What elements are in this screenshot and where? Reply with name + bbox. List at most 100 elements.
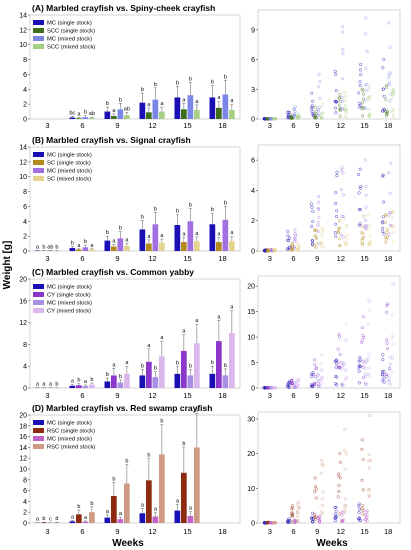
significance-letter: a bbox=[84, 379, 88, 385]
scatter-point bbox=[319, 377, 323, 381]
series-3: c a a a a bbox=[47, 506, 194, 523]
x-tick-label: 15 bbox=[183, 121, 191, 130]
scatter-point bbox=[385, 338, 389, 342]
bar bbox=[194, 447, 200, 523]
scatter-point bbox=[295, 502, 299, 506]
scatter-point bbox=[296, 519, 300, 523]
scatter-point bbox=[357, 207, 361, 211]
scatter-point bbox=[344, 108, 348, 112]
significance-letter: a bbox=[230, 305, 234, 311]
y-tick-label: 4 bbox=[251, 188, 255, 195]
x-tick-label: 6 bbox=[291, 254, 295, 263]
scatter-point bbox=[360, 447, 364, 451]
bar bbox=[229, 332, 235, 388]
significance-letter: a bbox=[147, 102, 151, 108]
x-tick-label: 6 bbox=[80, 527, 84, 536]
scatter-point bbox=[360, 236, 364, 240]
scatter-point bbox=[363, 83, 367, 87]
series-3: b b b b b bbox=[82, 74, 229, 119]
series-1: bc b b b b bbox=[69, 80, 216, 119]
bar bbox=[174, 97, 181, 119]
significance-letter: a bbox=[36, 517, 40, 523]
scatter-point bbox=[362, 106, 366, 110]
bar bbox=[124, 245, 130, 251]
significance-letter: b bbox=[90, 501, 93, 507]
y-axis-label: Weight [g] bbox=[2, 241, 13, 290]
scatter-point bbox=[333, 519, 337, 523]
bar bbox=[152, 224, 159, 251]
y-tick-label: 16 bbox=[19, 434, 27, 441]
scatter-point bbox=[361, 488, 365, 492]
scatter-point bbox=[309, 202, 313, 206]
scatter-point bbox=[313, 363, 317, 367]
x-tick-label: 3 bbox=[45, 254, 49, 263]
scatter-point bbox=[388, 367, 392, 371]
scatter-point bbox=[343, 467, 347, 471]
scatter-point bbox=[287, 517, 291, 521]
scatter-point bbox=[385, 109, 390, 113]
significance-letter: b bbox=[55, 244, 58, 250]
significance-letter: a bbox=[195, 99, 199, 105]
bar bbox=[111, 116, 117, 119]
scatter-point bbox=[296, 383, 300, 387]
significance-letter: d bbox=[55, 516, 58, 522]
scatter-point bbox=[296, 112, 300, 116]
legend-label: SC (mixed stock) bbox=[47, 177, 91, 183]
scatter-point bbox=[338, 92, 342, 96]
scatter-series-4 bbox=[272, 210, 396, 253]
scatter-point bbox=[391, 107, 395, 111]
scatter-point bbox=[296, 116, 300, 121]
significance-letter: a bbox=[36, 382, 40, 388]
scatter-point bbox=[316, 230, 320, 234]
scatter-point bbox=[357, 91, 361, 95]
scatter-point bbox=[385, 85, 389, 89]
scatter-point bbox=[381, 66, 385, 70]
x-tick-label: 9 bbox=[115, 254, 119, 263]
significance-letter: b bbox=[154, 366, 157, 372]
scatter-point bbox=[360, 506, 364, 511]
scatter-point bbox=[367, 373, 371, 377]
y-tick-label: 14 bbox=[19, 145, 27, 152]
scatter-point bbox=[387, 232, 391, 236]
significance-letter: b bbox=[77, 378, 80, 384]
scatter-point bbox=[391, 333, 395, 337]
scatter-point bbox=[361, 512, 365, 516]
x-tick-label: 12 bbox=[337, 391, 345, 400]
y-tick-label: 10 bbox=[19, 467, 27, 474]
scatter-point bbox=[296, 248, 300, 252]
scatter-point bbox=[286, 519, 290, 523]
scatter-point bbox=[358, 80, 362, 84]
scatter-point bbox=[339, 510, 343, 514]
y-tick-label: 14 bbox=[19, 13, 27, 20]
scatter-point bbox=[381, 378, 385, 382]
significance-letter: a bbox=[217, 314, 221, 320]
scatter-point bbox=[296, 383, 300, 387]
x-tick-label: 15 bbox=[360, 527, 368, 536]
scatter-point bbox=[334, 358, 339, 362]
y-tick-label: 4 bbox=[23, 499, 27, 506]
scatter-point bbox=[360, 325, 364, 330]
scatter-point bbox=[362, 214, 366, 218]
y-tick-label: 2 bbox=[23, 102, 27, 109]
scatter-point bbox=[364, 16, 368, 20]
scatter-point bbox=[390, 354, 394, 358]
significance-letter: b bbox=[147, 453, 150, 459]
bar bbox=[194, 343, 200, 388]
scatter-point bbox=[340, 360, 344, 365]
x-tick-label: 18 bbox=[218, 391, 226, 400]
scatter-point bbox=[265, 386, 269, 390]
scatter-point bbox=[387, 374, 391, 378]
scatter-point bbox=[390, 215, 394, 220]
scatter-point bbox=[317, 85, 321, 89]
scatter-point bbox=[344, 242, 348, 246]
scatter-point bbox=[366, 227, 370, 231]
scatter-point bbox=[358, 103, 362, 107]
y-tick-label: 6 bbox=[251, 158, 255, 165]
scatter-point bbox=[313, 116, 317, 120]
scatter-point bbox=[340, 214, 344, 219]
scatter-point bbox=[343, 339, 347, 343]
scatter-point bbox=[311, 209, 315, 213]
scatter-point bbox=[320, 471, 324, 475]
bar bbox=[76, 514, 82, 523]
